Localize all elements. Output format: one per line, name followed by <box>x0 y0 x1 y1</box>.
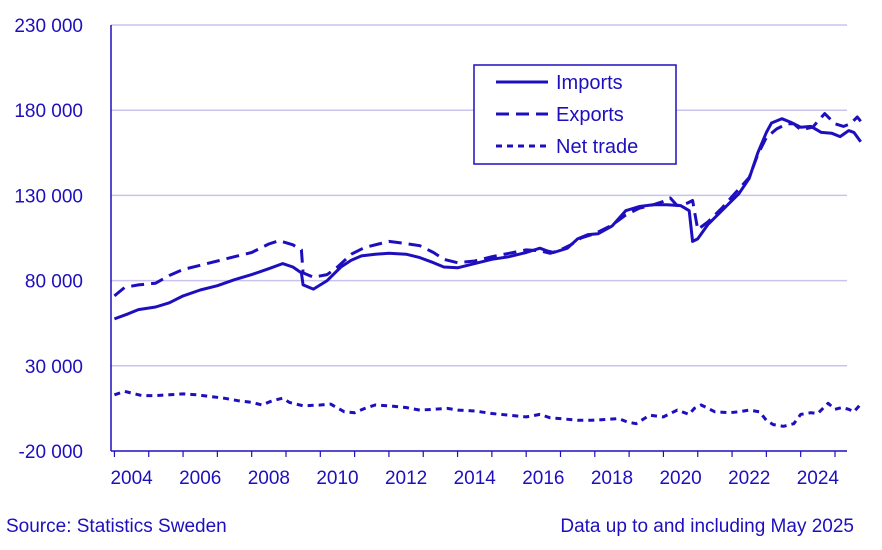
series-lines <box>113 112 862 428</box>
source-note: Source: Statistics Sweden <box>6 516 227 537</box>
x-axis-tick-labels: 2004 2006 2008 2010 2012 2014 2016 2018 2020 2022… <box>110 468 839 489</box>
x-tick-label: 2008 <box>248 468 290 489</box>
series-line-imports <box>113 117 862 321</box>
series-line-exports <box>113 112 862 298</box>
x-tick-label: 2010 <box>316 468 358 489</box>
x-tick-label: 2018 <box>591 468 633 489</box>
series-line-net-trade <box>113 389 862 428</box>
data-period-note: Data up to and including May 2025 <box>560 516 854 537</box>
y-tick-label: 30 000 <box>25 357 83 378</box>
x-tick-label: 2004 <box>110 468 153 489</box>
legend-label-exports: Exports <box>556 104 624 126</box>
y-tick-label: -20 000 <box>19 442 83 463</box>
legend-label-imports: Imports <box>556 72 623 94</box>
axes <box>110 25 847 457</box>
y-tick-label: 180 000 <box>14 101 83 122</box>
x-tick-label: 2006 <box>179 468 221 489</box>
legend-label-net-trade: Net trade <box>556 136 638 158</box>
x-tick-label: 2024 <box>797 468 840 489</box>
y-tick-label: 230 000 <box>14 16 83 37</box>
x-tick-label: 2016 <box>522 468 564 489</box>
x-tick-label: 2014 <box>454 468 497 489</box>
y-axis-tick-labels: -20 000 30 000 80 000 130 000 180 000 230 000 <box>14 16 83 463</box>
x-tick-label: 2012 <box>385 468 427 489</box>
x-tick-label: 2020 <box>659 468 701 489</box>
y-tick-label: 80 000 <box>25 272 83 293</box>
y-tick-label: 130 000 <box>14 186 83 207</box>
x-tick-label: 2022 <box>728 468 770 489</box>
legend: Imports Exports Net trade <box>473 64 677 165</box>
